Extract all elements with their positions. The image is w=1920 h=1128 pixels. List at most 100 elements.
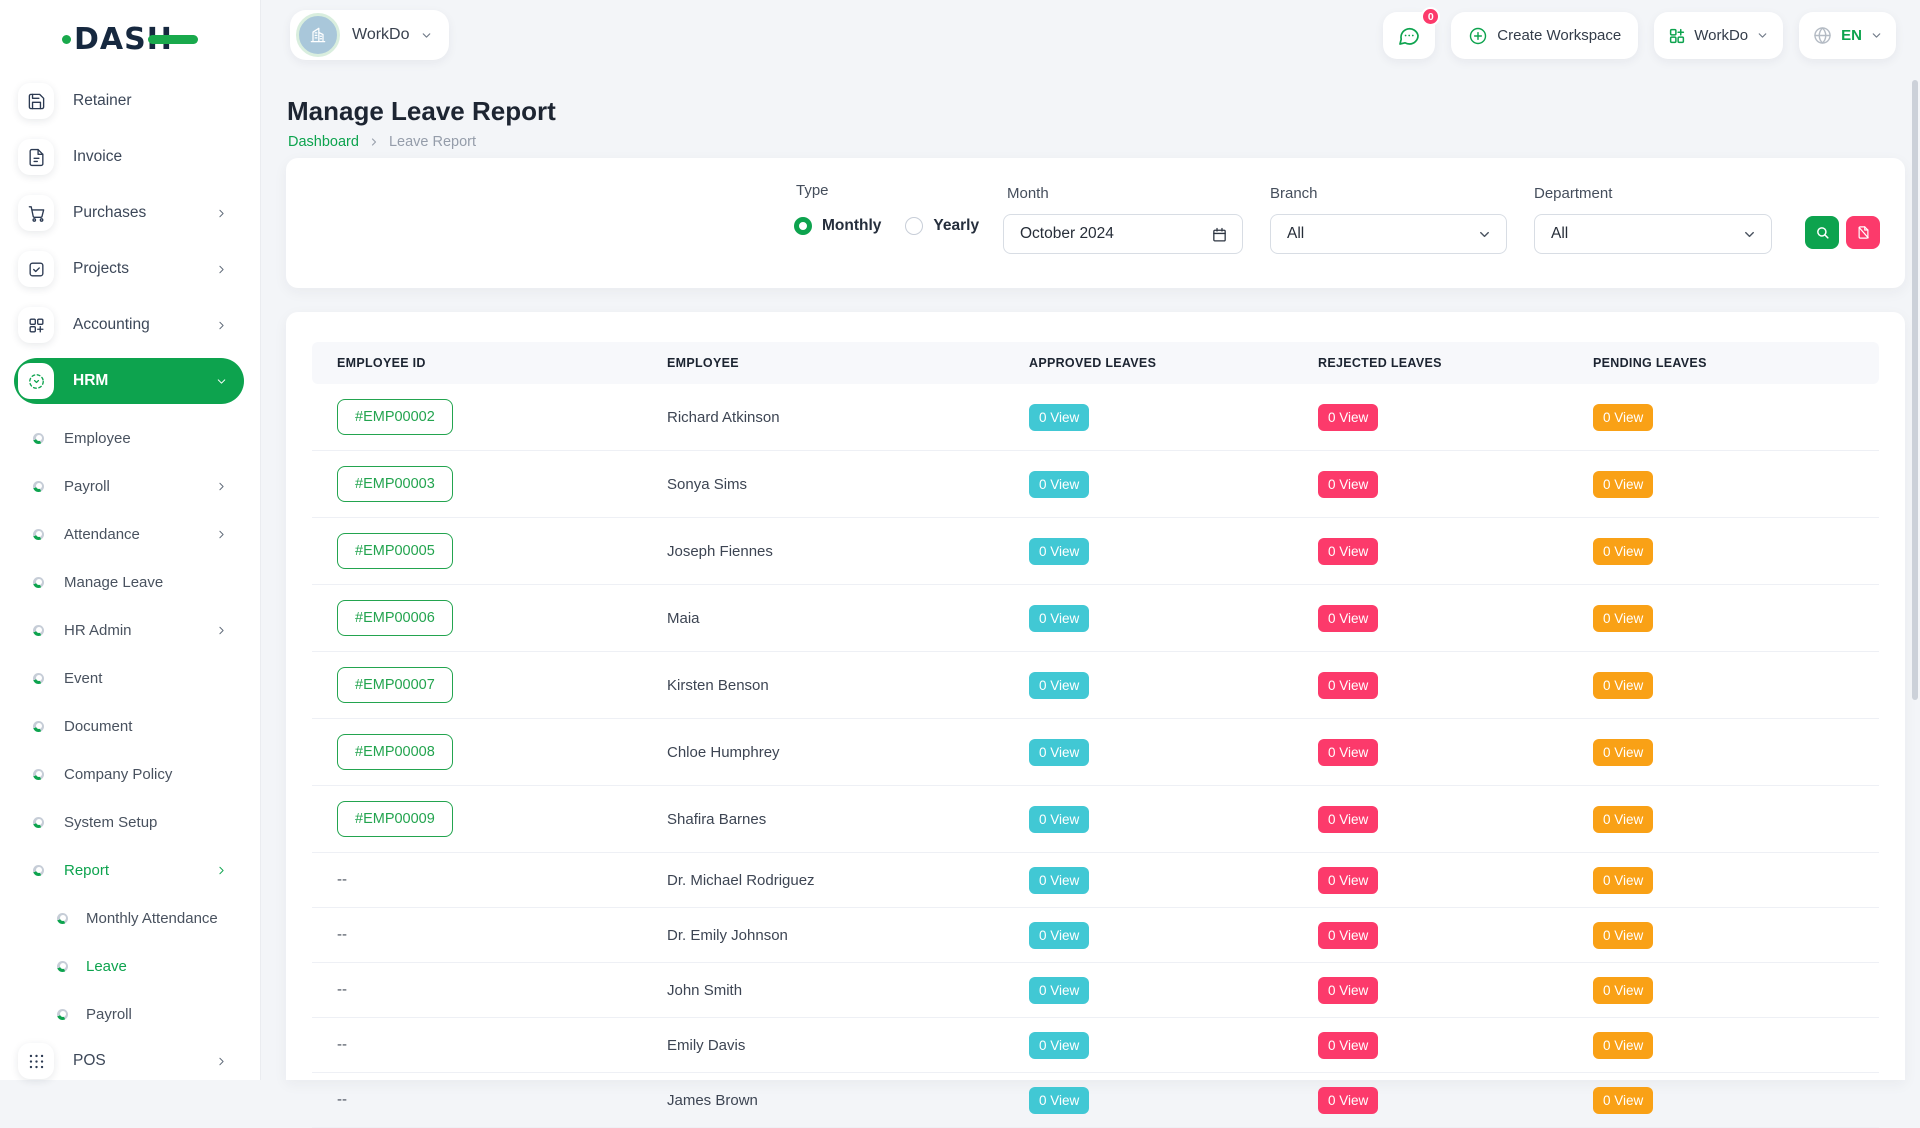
employee-id-button[interactable]: #EMP00008 — [337, 734, 453, 770]
page-scrollbar[interactable] — [1912, 80, 1918, 700]
sidebar-item-attendance[interactable]: Attendance — [0, 510, 260, 558]
sidebar-item-accounting[interactable]: Accounting — [14, 302, 244, 348]
month-label: Month — [1007, 185, 1049, 202]
rejected-leaves-badge[interactable]: 0 View — [1318, 977, 1378, 1004]
rejected-leaves-badge[interactable]: 0 View — [1318, 471, 1378, 498]
sidebar-item-monthly-attendance[interactable]: Monthly Attendance — [0, 894, 260, 942]
pending-leaves-badge[interactable]: 0 View — [1593, 605, 1653, 632]
chevron-right-icon — [215, 480, 228, 493]
approved-leaves-badge[interactable]: 0 View — [1029, 739, 1089, 766]
rejected-leaves-badge[interactable]: 0 View — [1318, 404, 1378, 431]
pending-leaves-badge[interactable]: 0 View — [1593, 471, 1653, 498]
pending-leaves-badge[interactable]: 0 View — [1593, 1087, 1653, 1114]
language-label: EN — [1841, 27, 1862, 44]
sidebar-item-hr-admin[interactable]: HR Admin — [0, 606, 260, 654]
department-select[interactable]: All — [1534, 214, 1772, 254]
approved-leaves-badge[interactable]: 0 View — [1029, 977, 1089, 1004]
sidebar-item-purchases[interactable]: Purchases — [14, 190, 244, 236]
rejected-leaves-badge[interactable]: 0 View — [1318, 538, 1378, 565]
rejected-leaves-badge[interactable]: 0 View — [1318, 1087, 1378, 1114]
rejected-leaves-badge[interactable]: 0 View — [1318, 806, 1378, 833]
bullet-icon — [57, 913, 68, 924]
sidebar-item-document[interactable]: Document — [0, 702, 260, 750]
sidebar-item-leave[interactable]: Leave — [0, 942, 260, 990]
employee-id-button[interactable]: #EMP00003 — [337, 466, 453, 502]
sidebar-item-manage-leave[interactable]: Manage Leave — [0, 558, 260, 606]
reset-button[interactable] — [1846, 216, 1880, 249]
approved-leaves-badge[interactable]: 0 View — [1029, 471, 1089, 498]
department-value: All — [1551, 225, 1742, 243]
yearly-radio-label[interactable]: Yearly — [933, 217, 979, 235]
language-selector[interactable]: EN — [1799, 12, 1896, 59]
approved-leaves-badge[interactable]: 0 View — [1029, 1087, 1089, 1114]
pending-leaves-badge[interactable]: 0 View — [1593, 806, 1653, 833]
rejected-leaves-badge[interactable]: 0 View — [1318, 672, 1378, 699]
rejected-leaves-badge[interactable]: 0 View — [1318, 922, 1378, 949]
employee-id-button[interactable]: #EMP00005 — [337, 533, 453, 569]
branch-select[interactable]: All — [1270, 214, 1507, 254]
pending-leaves-badge[interactable]: 0 View — [1593, 867, 1653, 894]
create-workspace-button[interactable]: Create Workspace — [1451, 12, 1638, 59]
employee-id-empty: -- — [337, 926, 347, 943]
sidebar-item-report[interactable]: Report — [0, 846, 260, 894]
approved-leaves-badge[interactable]: 0 View — [1029, 922, 1089, 949]
pending-leaves-badge[interactable]: 0 View — [1593, 672, 1653, 699]
pending-leaves-badge[interactable]: 0 View — [1593, 538, 1653, 565]
sidebar-item-system-setup[interactable]: System Setup — [0, 798, 260, 846]
bullet-icon — [33, 577, 44, 588]
sidebar-item-payroll[interactable]: Payroll — [0, 462, 260, 510]
table-row: #EMP00006 Maia 0 View 0 View 0 View — [312, 585, 1879, 652]
employee-id-button[interactable]: #EMP00009 — [337, 801, 453, 837]
sidebar-item-invoice[interactable]: Invoice — [14, 134, 244, 180]
sidebar-item-event[interactable]: Event — [0, 654, 260, 702]
rejected-leaves-badge[interactable]: 0 View — [1318, 1032, 1378, 1059]
sidebar-item-retainer[interactable]: Retainer — [14, 78, 244, 124]
chevron-right-icon — [215, 207, 228, 220]
table-row: -- John Smith 0 View 0 View 0 View — [312, 963, 1879, 1018]
employee-id-button[interactable]: #EMP00007 — [337, 667, 453, 703]
chevron-right-icon — [368, 136, 380, 148]
sidebar-item-employee[interactable]: Employee — [0, 414, 260, 462]
sidebar-item-hrm[interactable]: HRM — [14, 358, 244, 404]
pending-leaves-badge[interactable]: 0 View — [1593, 977, 1653, 1004]
pending-leaves-badge[interactable]: 0 View — [1593, 739, 1653, 766]
sidebar-item-projects[interactable]: Projects — [14, 246, 244, 292]
monthly-radio-label[interactable]: Monthly — [822, 217, 881, 235]
grid-plus-icon — [1668, 27, 1686, 45]
employee-name: Joseph Fiennes — [642, 543, 1004, 560]
calendar-icon[interactable] — [1211, 226, 1228, 243]
approved-leaves-badge[interactable]: 0 View — [1029, 806, 1089, 833]
table-row: #EMP00007 Kirsten Benson 0 View 0 View 0… — [312, 652, 1879, 719]
branch-label: Branch — [1270, 185, 1318, 202]
search-button[interactable] — [1805, 216, 1839, 249]
approved-leaves-badge[interactable]: 0 View — [1029, 867, 1089, 894]
pending-leaves-badge[interactable]: 0 View — [1593, 404, 1653, 431]
table-row: #EMP00009 Shafira Barnes 0 View 0 View 0… — [312, 786, 1879, 853]
employee-id-button[interactable]: #EMP00006 — [337, 600, 453, 636]
pending-leaves-badge[interactable]: 0 View — [1593, 922, 1653, 949]
workspace-menu-button[interactable]: WorkDo — [1654, 12, 1783, 59]
monthly-radio[interactable] — [794, 217, 812, 235]
workspace-avatar — [296, 13, 340, 57]
month-input[interactable]: October 2024 — [1003, 214, 1243, 254]
approved-leaves-badge[interactable]: 0 View — [1029, 404, 1089, 431]
employee-id-button[interactable]: #EMP00002 — [337, 399, 453, 435]
sidebar-item-company-policy[interactable]: Company Policy — [0, 750, 260, 798]
approved-leaves-badge[interactable]: 0 View — [1029, 605, 1089, 632]
messages-button[interactable]: 0 — [1383, 12, 1435, 59]
rejected-leaves-badge[interactable]: 0 View — [1318, 867, 1378, 894]
breadcrumb: Dashboard Leave Report — [288, 134, 476, 150]
pending-leaves-badge[interactable]: 0 View — [1593, 1032, 1653, 1059]
rejected-leaves-badge[interactable]: 0 View — [1318, 739, 1378, 766]
approved-leaves-badge[interactable]: 0 View — [1029, 1032, 1089, 1059]
breadcrumb-dashboard-link[interactable]: Dashboard — [288, 134, 359, 150]
app-logo[interactable]: DASH — [62, 16, 202, 60]
approved-leaves-badge[interactable]: 0 View — [1029, 538, 1089, 565]
sidebar-item-payroll[interactable]: Payroll — [0, 990, 260, 1038]
yearly-radio[interactable] — [905, 217, 923, 235]
employee-name: Emily Davis — [642, 1037, 1004, 1054]
workspace-selector[interactable]: WorkDo — [290, 10, 449, 60]
rejected-leaves-badge[interactable]: 0 View — [1318, 605, 1378, 632]
approved-leaves-badge[interactable]: 0 View — [1029, 672, 1089, 699]
sidebar-item-pos[interactable]: POS — [14, 1038, 244, 1084]
